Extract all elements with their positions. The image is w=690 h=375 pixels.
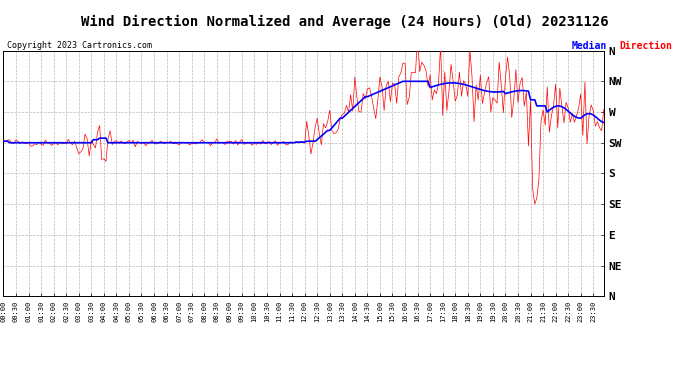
Text: Direction: Direction <box>620 41 673 51</box>
Text: Wind Direction Normalized and Average (24 Hours) (Old) 20231126: Wind Direction Normalized and Average (2… <box>81 15 609 29</box>
Text: Copyright 2023 Cartronics.com: Copyright 2023 Cartronics.com <box>7 41 152 50</box>
Text: Median: Median <box>572 41 607 51</box>
